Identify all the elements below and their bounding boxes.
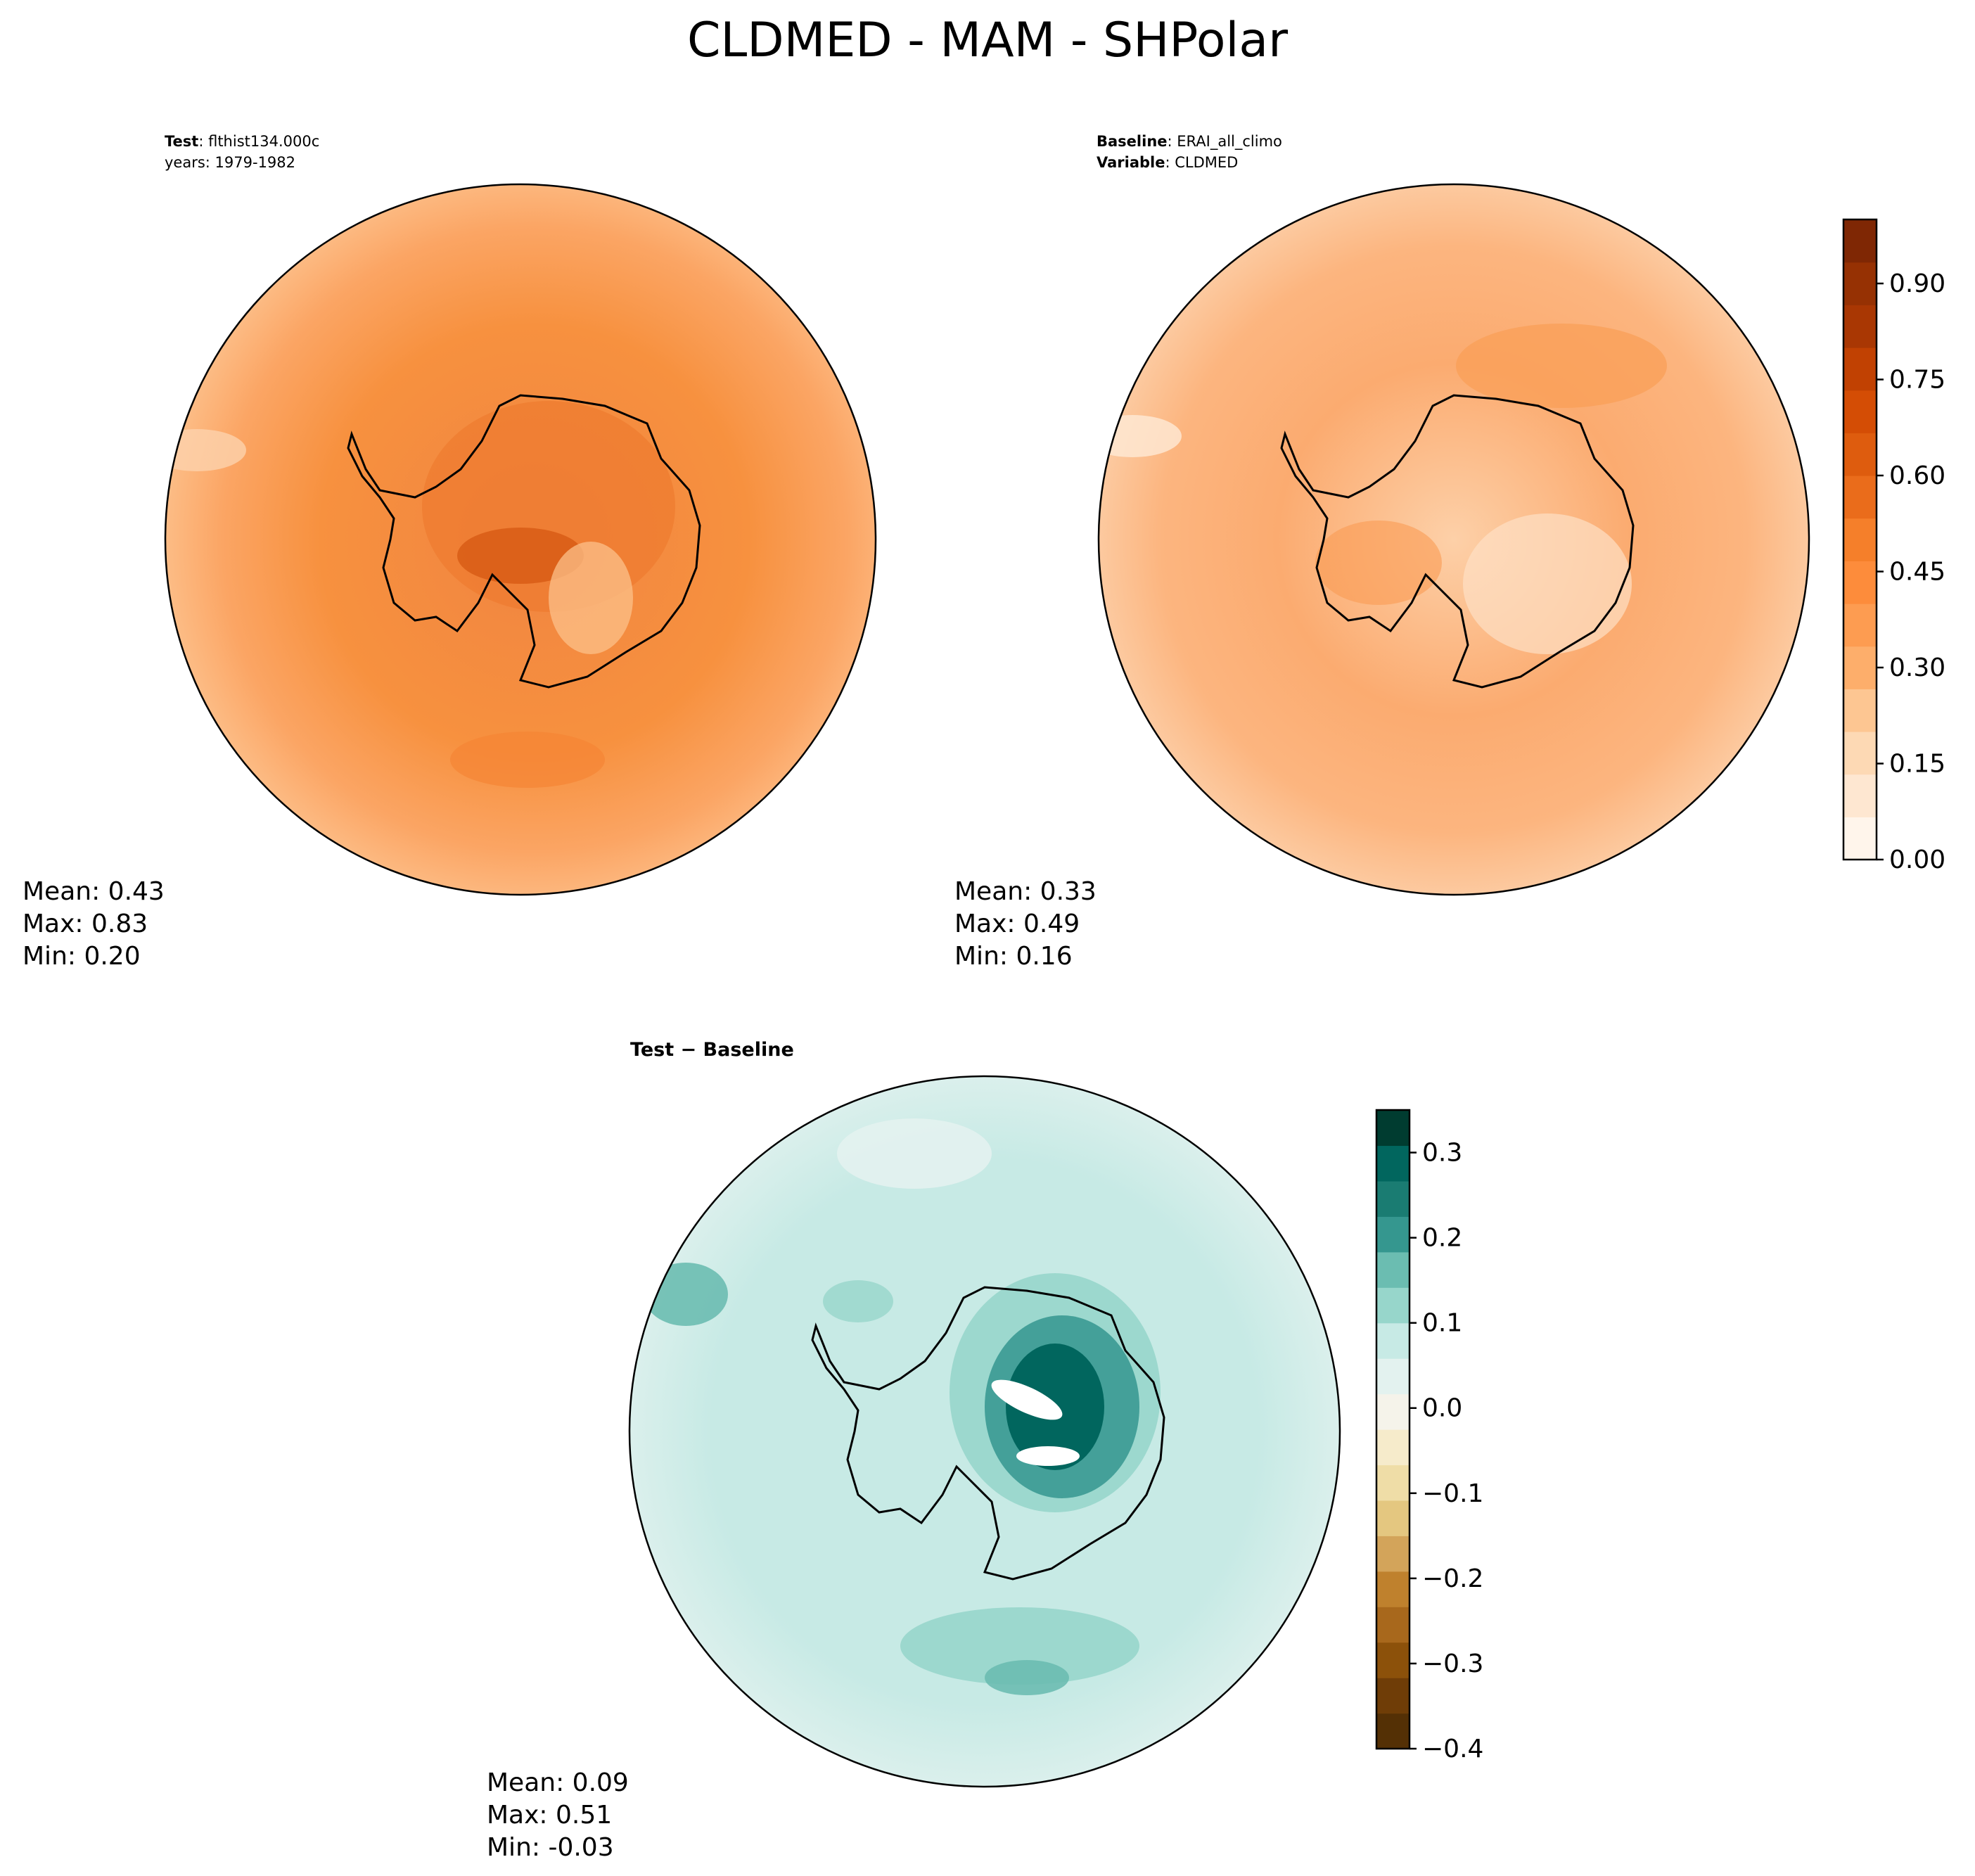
colorbar-diff-segment	[1376, 1607, 1410, 1643]
colorbar-main-segment	[1843, 817, 1877, 860]
colorbar-main-tick-label: 0.90	[1889, 269, 1945, 298]
variable-name: CLDMED	[1175, 154, 1239, 171]
colorbar-main-segment	[1843, 732, 1877, 775]
colorbar-diff-segment	[1376, 1251, 1410, 1288]
variable-label: Variable	[1097, 154, 1165, 171]
figure-title: CLDMED - MAM - SHPolar	[686, 13, 1289, 68]
colorbar-diff-tick-label: −0.1	[1422, 1479, 1483, 1508]
colorbar-main-tick-label: 0.15	[1889, 750, 1945, 779]
colorbar-main-tick-label: 0.30	[1889, 653, 1945, 682]
colorbar-diff-segment	[1376, 1145, 1410, 1182]
colorbar-main: 0.00 0.15 0.30 0.45 0.60 0.75 0.90	[1842, 218, 1945, 874]
colorbar-diff-tick-label: 0.0	[1422, 1394, 1462, 1423]
test-years: years: 1979-1982	[165, 154, 296, 171]
baseline-map	[1097, 183, 1810, 896]
test-map	[164, 183, 877, 896]
test-min: Min: 0.20	[23, 942, 141, 971]
diff-stats: Mean: 0.09 Max: 0.51 Min: -0.03	[487, 1767, 629, 1864]
colorbar-main-segment	[1843, 774, 1877, 817]
colorbar-diff-tick-label: 0.3	[1422, 1139, 1462, 1168]
colorbar-main-segment	[1843, 305, 1877, 348]
baseline-max: Max: 0.49	[954, 910, 1080, 938]
test-label: Test	[165, 133, 199, 150]
colorbar-main-segment	[1843, 347, 1877, 391]
colorbar-main-segment	[1843, 262, 1877, 305]
colorbar-diff-segment	[1376, 1287, 1410, 1324]
colorbar-diff-segment	[1376, 1180, 1410, 1217]
colorbar-diff-tick-label: −0.3	[1422, 1650, 1483, 1678]
colorbar-diff-segment	[1376, 1571, 1410, 1607]
colorbar-main-segment	[1843, 433, 1877, 476]
diff-map-border	[628, 1075, 1341, 1788]
colorbar-diff-segment	[1376, 1216, 1410, 1253]
colorbar-diff-segment	[1376, 1713, 1410, 1749]
test-stats: Mean: 0.43 Max: 0.83 Min: 0.20	[23, 876, 165, 973]
colorbar-main-segment	[1843, 390, 1877, 433]
test-map-border	[164, 183, 877, 896]
baseline-mean: Mean: 0.33	[954, 877, 1097, 906]
baseline-label: Baseline	[1097, 133, 1168, 150]
colorbar-main-segment	[1843, 476, 1877, 519]
colorbar-main-segment	[1843, 518, 1877, 561]
baseline-case-name: ERAI_all_climo	[1177, 133, 1282, 150]
colorbar-main-segment	[1843, 219, 1877, 263]
colorbar-diff-segment	[1376, 1642, 1410, 1678]
colorbar-main-frame	[1842, 218, 1878, 861]
baseline-map-border	[1097, 183, 1810, 896]
colorbar-diff-segment	[1376, 1678, 1410, 1714]
colorbar-diff-segment	[1376, 1429, 1410, 1466]
baseline-header: Baseline: ERAI_all_climo Variable: CLDME…	[1097, 133, 1282, 171]
colorbar-diff-tick-label: 0.1	[1422, 1309, 1462, 1338]
colorbar-main-segment	[1843, 646, 1877, 689]
colorbar-diff: 0.3 0.2 0.1 0.0 −0.1 −0.2 −0.3 −0.4	[1375, 1109, 1483, 1763]
colorbar-diff-tick-label: −0.4	[1422, 1735, 1483, 1763]
baseline-map-field	[1099, 184, 1809, 895]
colorbar-diff-segment	[1376, 1500, 1410, 1536]
colorbar-main-tick-label: 0.00	[1889, 846, 1945, 874]
test-mean: Mean: 0.43	[23, 877, 165, 906]
test-header: Test: flthist134.000c years: 1979-1982	[165, 131, 319, 173]
diff-title: Test − Baseline	[630, 1039, 794, 1061]
colorbar-main-tick-label: 0.45	[1889, 558, 1945, 587]
diff-mean: Mean: 0.09	[487, 1768, 629, 1797]
colorbar-main-segment	[1843, 604, 1877, 647]
colorbar-diff-segment	[1376, 1536, 1410, 1572]
colorbar-main-segment	[1843, 689, 1877, 732]
colorbar-main-tick-label: 0.75	[1889, 366, 1945, 395]
colorbar-main-tick-label: 0.60	[1889, 461, 1945, 490]
colorbar-diff-tick-label: −0.2	[1422, 1564, 1483, 1593]
colorbar-main-segment	[1843, 561, 1877, 604]
colorbar-diff-segment	[1376, 1465, 1410, 1501]
colorbar-diff-segment	[1376, 1322, 1410, 1359]
colorbar-diff-segment	[1376, 1110, 1410, 1147]
diff-map	[628, 1075, 1341, 1788]
baseline-min: Min: 0.16	[954, 942, 1073, 971]
diff-min: Min: -0.03	[487, 1833, 614, 1862]
test-case-name: flthist134.000c	[208, 133, 320, 150]
test-max: Max: 0.83	[23, 910, 148, 938]
colorbar-diff-frame	[1375, 1109, 1411, 1750]
colorbar-diff-segment	[1376, 1358, 1410, 1395]
diff-max: Max: 0.51	[487, 1801, 613, 1830]
colorbar-diff-tick-label: 0.2	[1422, 1224, 1462, 1253]
colorbar-diff-segment	[1376, 1393, 1410, 1430]
baseline-stats: Mean: 0.33 Max: 0.49 Min: 0.16	[954, 876, 1097, 973]
